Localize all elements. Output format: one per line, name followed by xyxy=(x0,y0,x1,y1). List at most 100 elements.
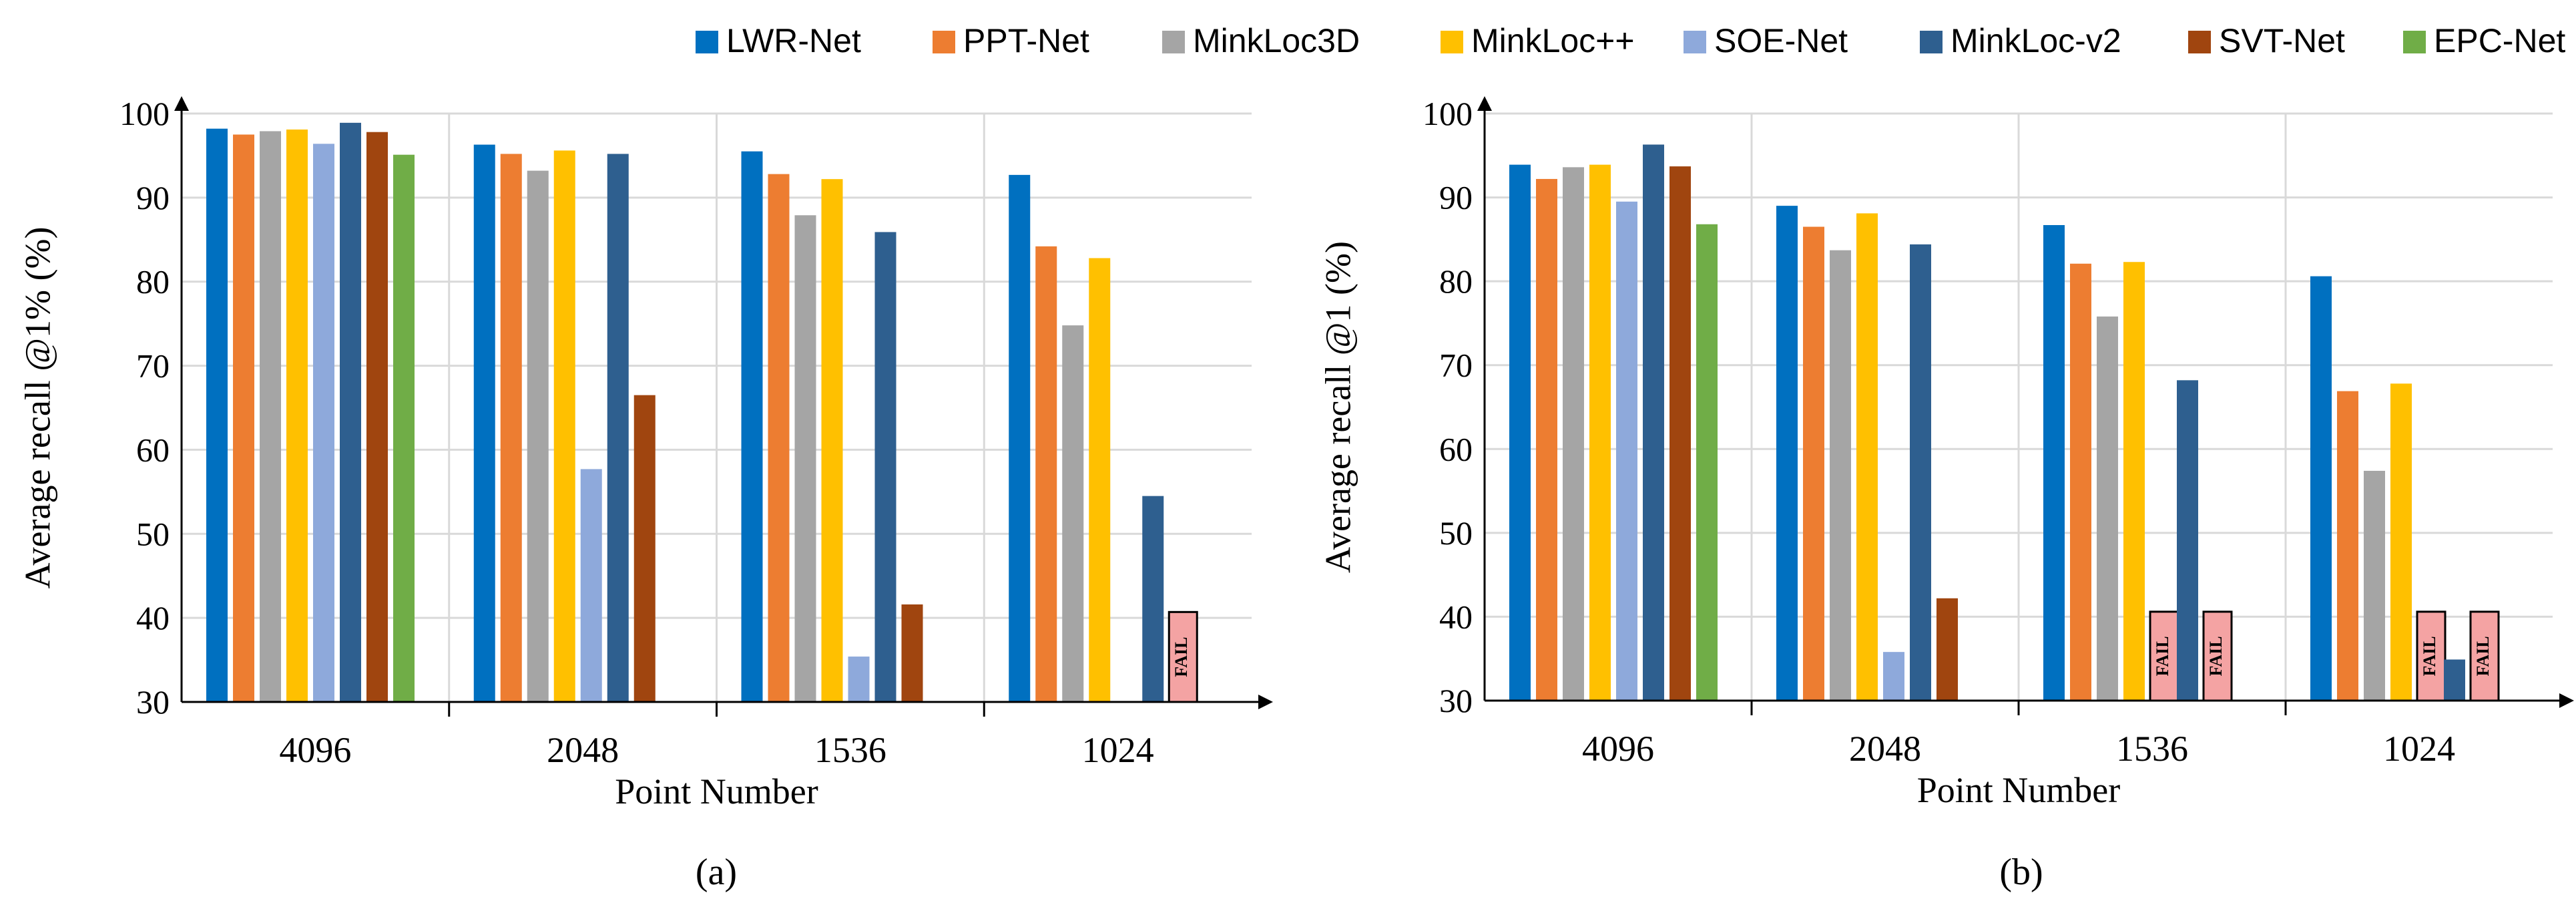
legend-label: EPC-Net xyxy=(2434,22,2565,59)
bar-soe-net-4096 xyxy=(1616,201,1637,701)
bar-ppt-net-4096 xyxy=(1536,178,1557,701)
x-tick-label: 2048 xyxy=(547,730,619,770)
legend-swatch xyxy=(1162,31,1185,53)
panel-label: (a) xyxy=(696,852,737,893)
bar-ppt-net-1536 xyxy=(768,174,790,702)
legend-label: SVT-Net xyxy=(2219,22,2345,59)
bar-minkloc--4096 xyxy=(286,129,308,703)
y-tick-label: 90 xyxy=(1439,179,1473,216)
y-tick-label: 70 xyxy=(136,347,170,385)
bar-lwr-net-4096 xyxy=(1509,164,1531,701)
legend-swatch xyxy=(2188,31,2211,53)
bar-svt-net-1536 xyxy=(901,604,923,702)
x-tick-label: 4096 xyxy=(1582,729,1654,769)
fail-marker-svt-net-1536: FAIL xyxy=(2202,610,2233,702)
bar-minkloc-v2-1536 xyxy=(2177,380,2198,701)
fail-marker-svt-net-1024: FAIL xyxy=(1168,610,1198,703)
fail-marker-soe-net-1536: FAIL xyxy=(2149,610,2179,702)
y-tick-label: 40 xyxy=(1439,598,1473,635)
bar-svt-net-2048 xyxy=(1937,598,1958,701)
legend-swatch xyxy=(1684,31,1706,53)
bar-minkloc--1024 xyxy=(2390,383,2412,701)
fail-label: FAIL xyxy=(2473,636,2493,676)
bar-lwr-net-1024 xyxy=(1009,174,1031,702)
y-tick-label: 70 xyxy=(1439,347,1473,384)
fail-label: FAIL xyxy=(2206,636,2226,676)
bar-minkloc-v2-2048 xyxy=(1910,244,1931,701)
legend-item-soe-net: SOE-Net xyxy=(1684,22,1848,59)
bar-svt-net-4096 xyxy=(1669,166,1691,701)
x-tick-label: 1024 xyxy=(1082,730,1154,770)
bar-lwr-net-1024 xyxy=(2310,276,2332,701)
y-tick-label: 30 xyxy=(136,683,170,721)
legend-item-minkloc-: MinkLoc++ xyxy=(1441,22,1635,59)
legend-item-minkloc3d: MinkLoc3D xyxy=(1162,22,1360,59)
bar-soe-net-4096 xyxy=(313,144,334,702)
fail-label: FAIL xyxy=(1172,637,1191,677)
legend-swatch xyxy=(933,31,955,53)
bar-lwr-net-4096 xyxy=(206,128,228,702)
y-axis-arrow xyxy=(174,96,189,111)
y-tick-label: 60 xyxy=(136,431,170,468)
bar-epc-net-4096 xyxy=(1696,224,1718,701)
legend-item-epc-net: EPC-Net xyxy=(2403,22,2565,59)
y-tick-label: 80 xyxy=(1439,262,1473,300)
legend-item-minkloc-v2: MinkLoc-v2 xyxy=(1920,22,2121,59)
legend-item-lwr-net: LWR-Net xyxy=(696,22,861,59)
panel-label: (b) xyxy=(1999,852,2043,893)
legend-swatch xyxy=(696,31,718,53)
bar-soe-net-1536 xyxy=(848,657,870,702)
bar-lwr-net-2048 xyxy=(473,144,495,702)
y-tick-label: 90 xyxy=(136,179,170,216)
y-axis-title: Average recall @1% (%) xyxy=(17,227,57,589)
bar-epc-net-4096 xyxy=(393,154,415,703)
fail-box xyxy=(1168,610,1198,703)
x-axis-title: Point Number xyxy=(615,771,818,811)
x-tick-label: 2048 xyxy=(1849,729,1921,769)
y-tick-label: 60 xyxy=(1439,430,1473,468)
y-tick-label: 50 xyxy=(136,515,170,552)
bars: FAIL FAIL FAIL FAIL xyxy=(1509,144,2500,702)
bar-svt-net-2048 xyxy=(633,395,656,702)
bar-minkloc3d-2048 xyxy=(527,170,549,702)
bar-ppt-net-2048 xyxy=(1803,226,1824,701)
fail-label: FAIL xyxy=(2153,636,2172,676)
bars: FAIL xyxy=(206,122,1198,703)
legend-swatch xyxy=(1920,31,1943,53)
bar-minkloc3d-1024 xyxy=(2364,470,2385,701)
y-tick-label: 80 xyxy=(136,263,170,301)
y-tick-label: 50 xyxy=(1439,514,1473,552)
y-axis-arrow xyxy=(1477,96,1492,111)
legend-label: MinkLoc3D xyxy=(1193,22,1360,59)
x-tick-label: 1536 xyxy=(2116,729,2188,769)
bar-minkloc-v2-2048 xyxy=(607,154,629,702)
axes: 30 40 50 60 70 80 90 100 4096 2048 1536 1024 xyxy=(1423,95,2574,769)
bar-ppt-net-2048 xyxy=(500,154,522,702)
bar-lwr-net-1536 xyxy=(741,151,763,702)
x-tick-label: 4096 xyxy=(279,730,351,770)
bar-minkloc--4096 xyxy=(1589,164,1611,701)
x-tick-label: 1536 xyxy=(814,730,886,770)
legend-label: LWR-Net xyxy=(726,22,861,59)
legend-item-svt-net: SVT-Net xyxy=(2188,22,2345,59)
fail-box xyxy=(2469,610,2500,702)
y-axis-title: Average recall @1 (%) xyxy=(1318,241,1358,573)
bar-minkloc--2048 xyxy=(553,150,575,702)
panel-b: FAIL FAIL FAIL FAIL 30 40 50 60 70 80 90 100 4096 204… xyxy=(1318,95,2574,893)
y-tick-label: 100 xyxy=(119,95,170,132)
bar-minkloc3d-1024 xyxy=(1062,325,1084,702)
y-tick-label: 100 xyxy=(1423,95,1473,132)
legend-item-ppt-net: PPT-Net xyxy=(933,22,1089,59)
fail-box xyxy=(2416,610,2446,702)
bar-minkloc3d-2048 xyxy=(1830,250,1851,701)
bar-svt-net-4096 xyxy=(366,132,388,702)
bar-minkloc-v2-4096 xyxy=(1643,144,1664,701)
x-axis-title: Point Number xyxy=(1917,770,2121,810)
bar-minkloc3d-1536 xyxy=(794,215,816,703)
legend-label: MinkLoc-v2 xyxy=(1951,22,2121,59)
x-axis-arrow xyxy=(1258,695,1273,709)
legend-swatch xyxy=(1441,31,1463,53)
legend: LWR-Net PPT-Net MinkLoc3D MinkLoc++ SOE-Net M… xyxy=(696,22,2565,59)
bar-minkloc3d-1536 xyxy=(2097,316,2118,701)
bar-ppt-net-4096 xyxy=(233,134,254,702)
